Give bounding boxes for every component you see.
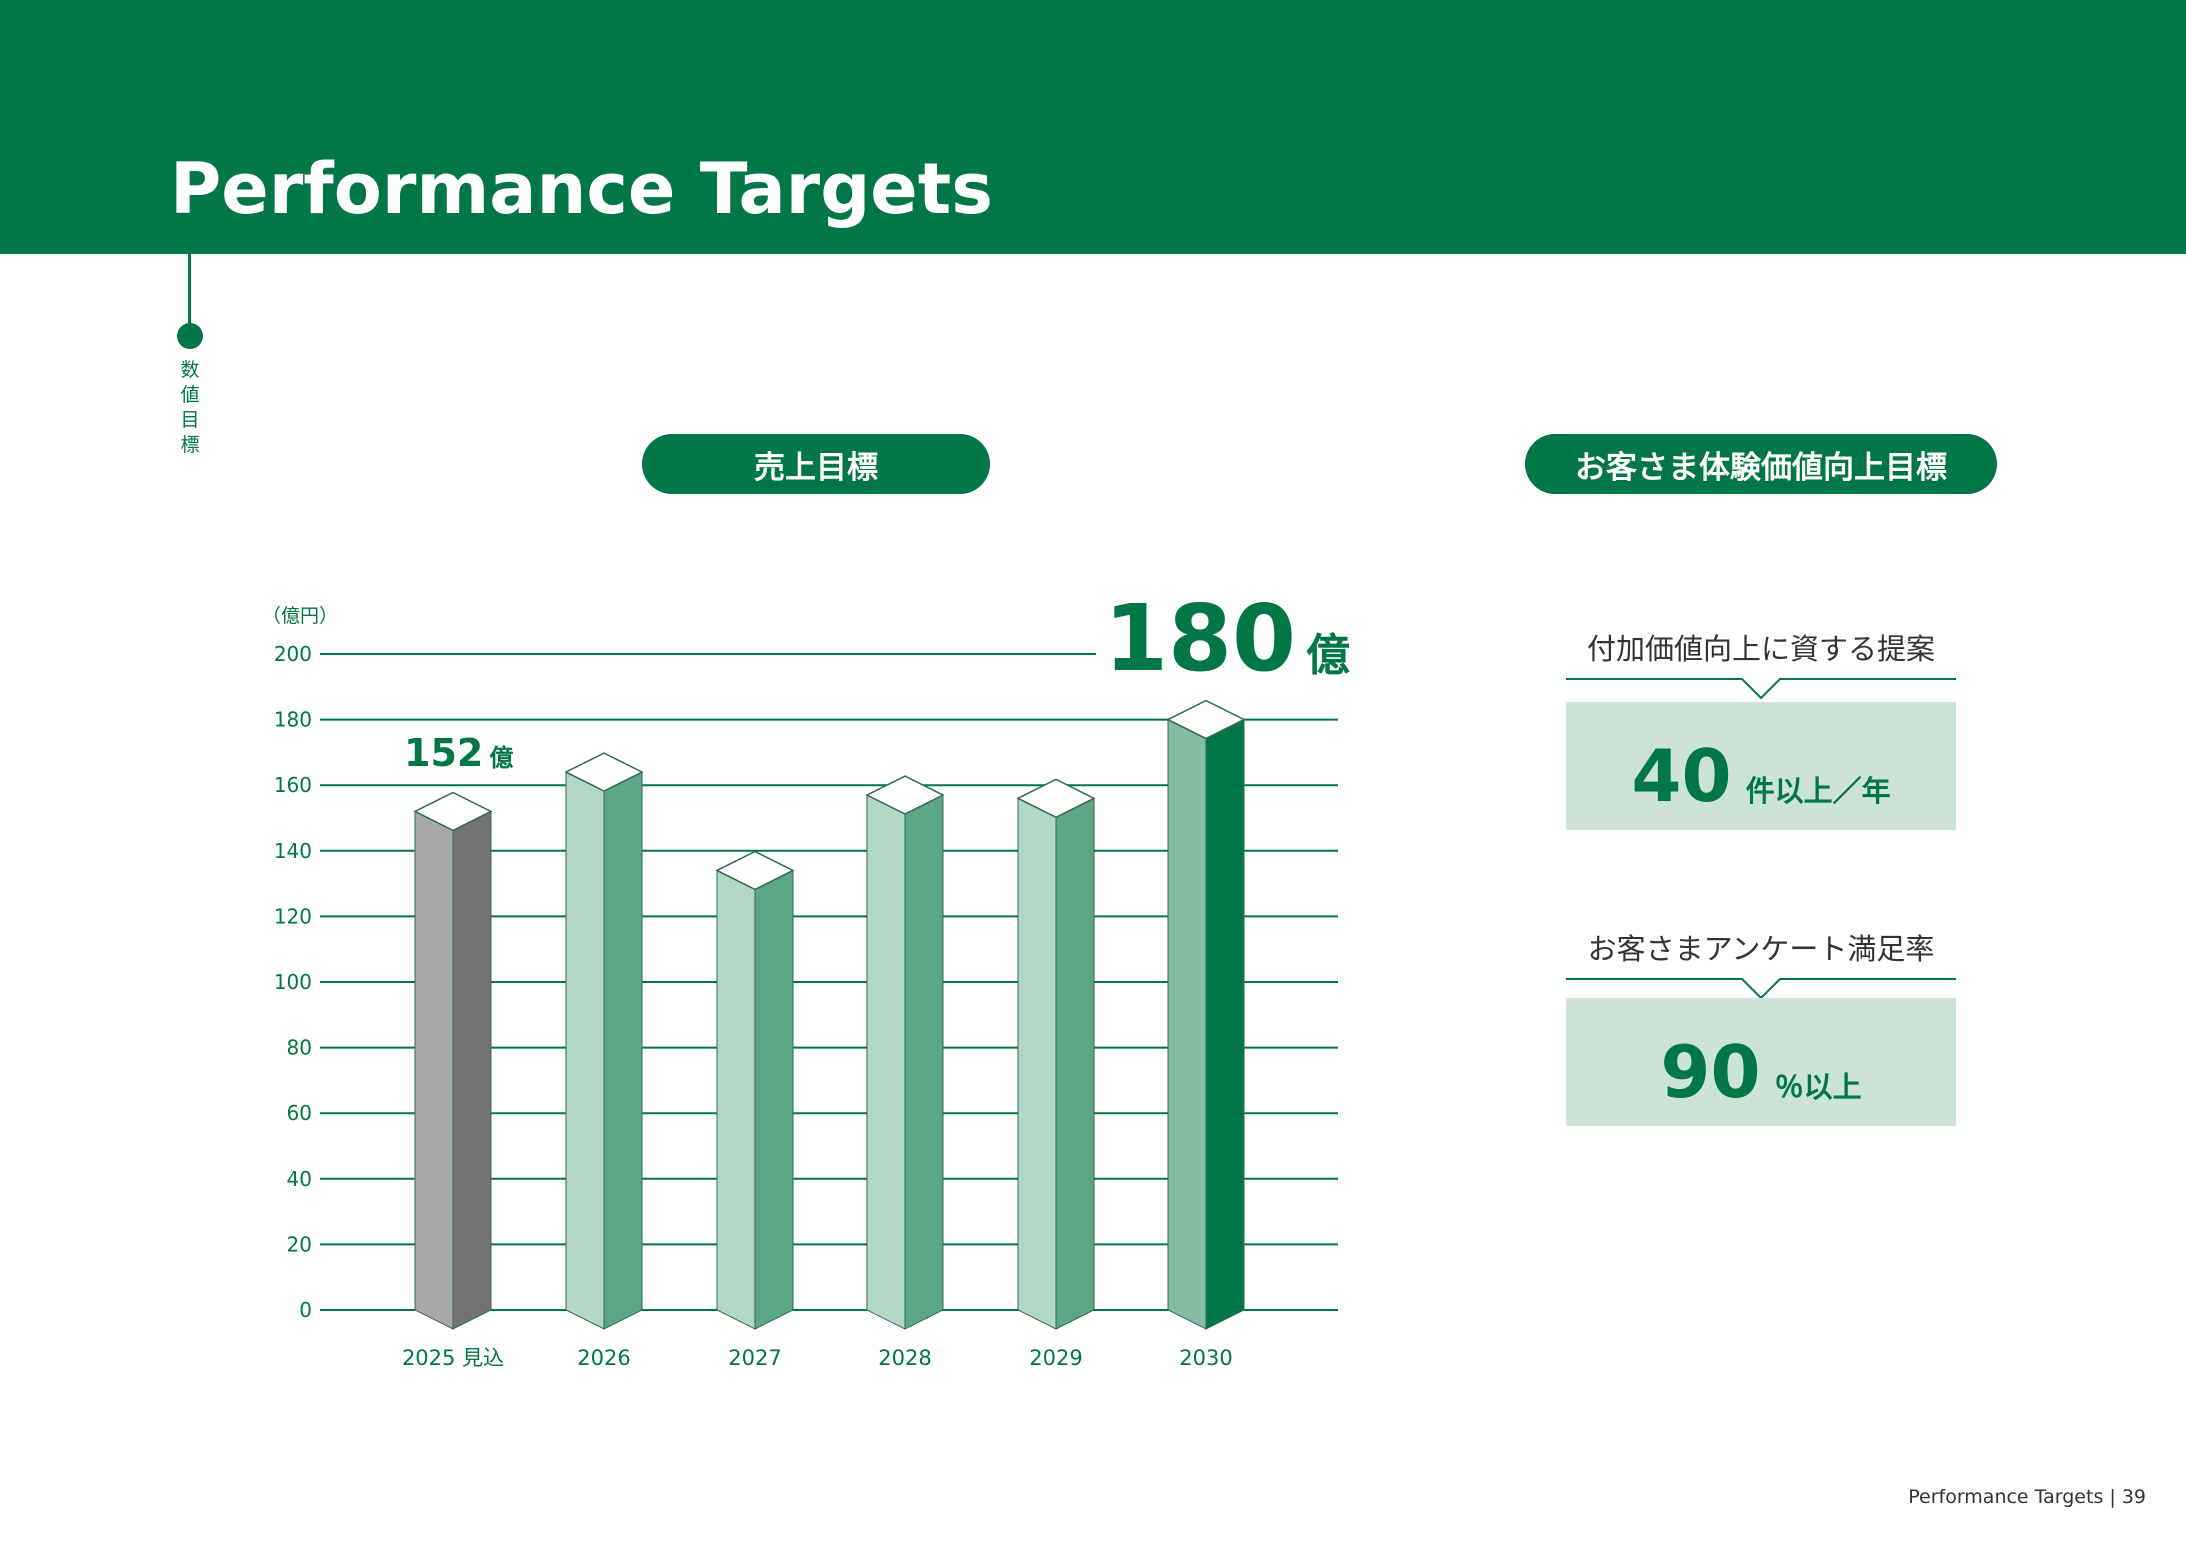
- sales-bar-chart: （億円） 0 20 40 60 80 100 120 140 160 180 200 2025 見込 20…: [262, 585, 1350, 1370]
- start-value-annotation: 152 億: [404, 731, 513, 775]
- y-tick-label: 80: [287, 1036, 312, 1060]
- side-marker-line: [188, 254, 191, 324]
- bar-right-face: [1055, 797, 1095, 1330]
- start-value-number: 152: [404, 731, 483, 775]
- bar: [865, 775, 945, 1330]
- kpi-unit: ％以上: [1774, 1070, 1862, 1104]
- y-tick-label: 0: [299, 1298, 312, 1322]
- kpi-value: 90: [1660, 1030, 1761, 1114]
- page-title: Performance Targets: [170, 148, 993, 230]
- bar-left-face: [414, 810, 454, 1330]
- target-value-annotation: 180 億: [1104, 585, 1350, 692]
- y-tick-label: 40: [287, 1167, 312, 1191]
- kpi-unit: 件以上／年: [1745, 774, 1891, 808]
- x-tick-label: 2028: [878, 1346, 931, 1370]
- header-banner: Performance Targets: [0, 0, 2186, 254]
- bar-right-face: [603, 771, 643, 1330]
- bar-left-face: [716, 869, 756, 1330]
- x-tick-label: 2026: [577, 1346, 630, 1370]
- bar: [1166, 699, 1246, 1330]
- bar-right-face: [754, 869, 794, 1330]
- bar: [413, 791, 493, 1330]
- target-value-unit: 億: [1306, 630, 1350, 681]
- side-marker-dot: [177, 323, 203, 349]
- page-footer: Performance Targets | 39: [1908, 1486, 2146, 1508]
- side-section-label: 数値目標: [180, 359, 200, 456]
- y-tick-label: 100: [274, 970, 312, 994]
- bar-top-face: [1166, 699, 1246, 740]
- bar-top-face: [715, 850, 795, 891]
- bar-top-face: [564, 752, 644, 792]
- bar: [715, 850, 795, 1330]
- x-tick-label: 2030: [1179, 1346, 1232, 1370]
- y-tick-label: 140: [274, 839, 312, 863]
- kpi-notch: [1741, 978, 1781, 1000]
- kpi-label-satisfaction: お客さまアンケート満足率: [1587, 932, 1935, 966]
- bar-right-face: [1205, 718, 1245, 1330]
- bar-top-face: [1016, 778, 1096, 819]
- y-tick-label: 20: [287, 1232, 312, 1256]
- start-value-unit: 億: [489, 744, 513, 772]
- bar-right-face: [452, 810, 492, 1330]
- bar: [1016, 778, 1096, 1330]
- x-tick-label: 2027: [728, 1346, 781, 1370]
- kpi-value: 40: [1631, 734, 1732, 818]
- y-axis-unit-label: （億円）: [262, 605, 338, 627]
- bar-left-face: [1167, 718, 1207, 1330]
- y-tick-label: 120: [274, 904, 312, 928]
- cx-target-heading: お客さま体験価値向上目標: [1525, 434, 1997, 494]
- kpi-notch: [1741, 678, 1781, 700]
- y-tick-label: 180: [274, 708, 312, 732]
- bar-right-face: [904, 794, 944, 1330]
- bar-left-face: [1017, 797, 1057, 1330]
- x-tick-label: 2025 見込: [402, 1346, 504, 1370]
- kpi-box-proposals: 40 件以上／年: [1566, 702, 1956, 830]
- target-value-number: 180: [1104, 585, 1296, 692]
- bar-left-face: [866, 794, 906, 1330]
- bar-top-face: [413, 791, 493, 832]
- y-tick-label: 200: [274, 642, 312, 666]
- sales-target-heading: 売上目標: [642, 434, 990, 494]
- y-tick-label: 60: [287, 1101, 312, 1125]
- y-tick-label: 160: [274, 773, 312, 797]
- bar-left-face: [565, 771, 605, 1330]
- kpi-label-proposals: 付加価値向上に資する提案: [1586, 632, 1935, 666]
- x-tick-label: 2029: [1029, 1346, 1082, 1370]
- kpi-box-satisfaction: 90 ％以上: [1566, 998, 1956, 1126]
- bar-top-face: [865, 775, 945, 815]
- bar: [564, 752, 644, 1330]
